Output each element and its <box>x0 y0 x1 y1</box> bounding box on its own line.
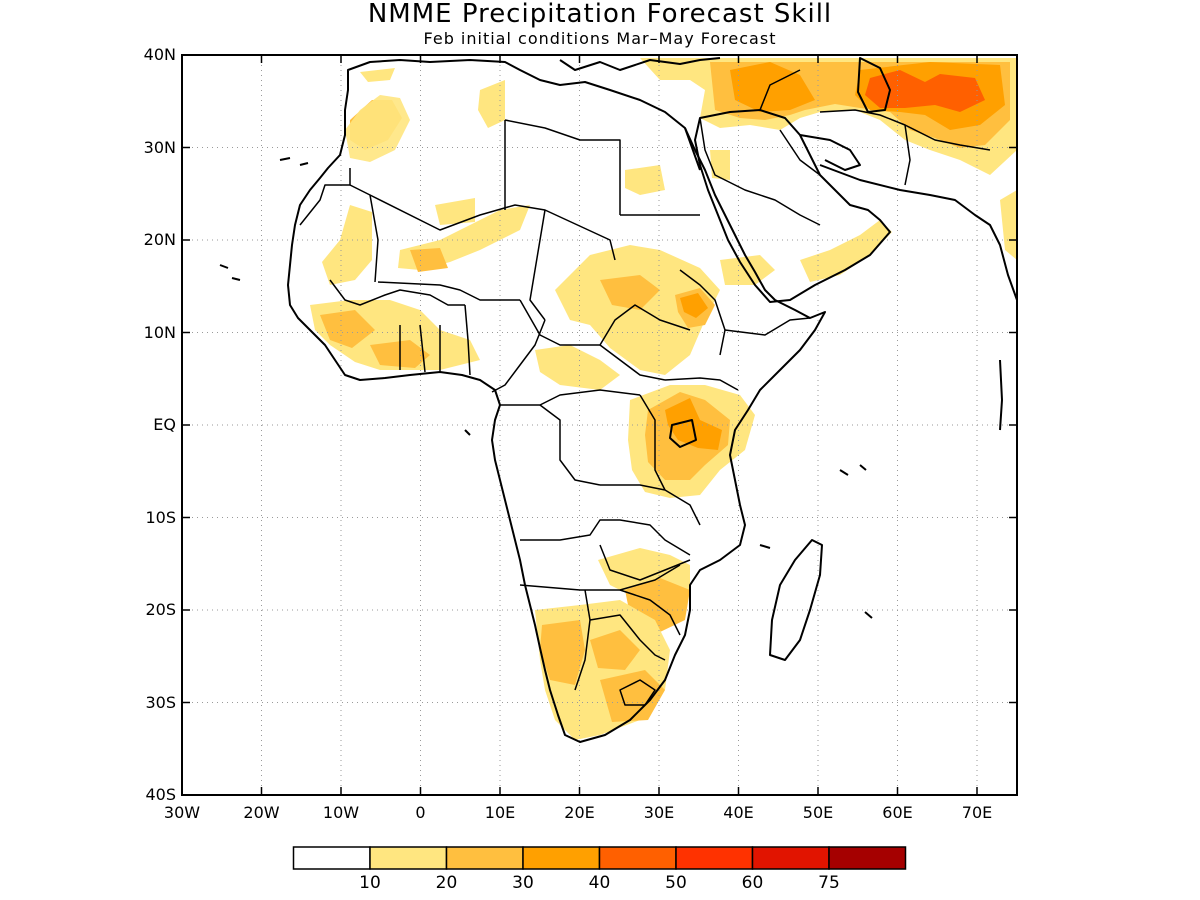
cape-verde <box>219 264 241 281</box>
skill-region-egypt <box>625 165 665 195</box>
persian-gulf <box>799 134 861 171</box>
maldives <box>999 359 1003 431</box>
lat-tick-label: 40N <box>144 45 176 64</box>
red-sea-coast-west <box>684 127 701 171</box>
lon-tick-label: 0 <box>415 803 425 822</box>
country-borders <box>299 69 991 706</box>
longitude-labels: 30W 20W 10W 0 10E 20E 30E 40E 50E 60E 70… <box>164 803 992 822</box>
lat-tick-label: 40S <box>145 785 176 804</box>
map-title: NMME Precipitation Forecast Skill <box>368 0 832 29</box>
lon-tick-label: 10E <box>485 803 515 822</box>
skill-region-chad-sudan <box>555 245 720 375</box>
colorbar-labels: 10 20 30 40 50 60 75 <box>359 873 840 893</box>
skill-region-sa-core <box>590 630 640 670</box>
colorbar-swatch <box>369 846 448 870</box>
skill-region-sahel-west <box>322 205 372 285</box>
lat-tick-label: EQ <box>153 415 176 434</box>
colorbar-swatch <box>522 846 601 870</box>
lat-tick-label: 20N <box>144 230 176 249</box>
skill-region-morocco-edge <box>345 95 410 162</box>
madagascar-coastline <box>769 539 823 661</box>
colorbar-label: 20 <box>436 873 458 893</box>
lat-tick-label: 20S <box>145 600 176 619</box>
lat-tick-label: 30S <box>145 693 176 712</box>
skill-region-oman <box>800 220 892 282</box>
europe-coastline <box>559 57 721 71</box>
comoros <box>759 544 771 549</box>
colorbar-label: 50 <box>665 873 687 893</box>
lon-tick-label: 70E <box>962 803 992 822</box>
colorbar-label: 40 <box>589 873 611 893</box>
skill-region-horn <box>720 255 775 285</box>
map-grid <box>182 55 1017 795</box>
sao-tome <box>464 429 471 436</box>
skill-region-sudan-core <box>600 275 660 310</box>
lon-tick-label: 40E <box>723 803 753 822</box>
skill-region-iran-hot <box>865 70 985 112</box>
lon-tick-label: 50E <box>803 803 833 822</box>
skill-region-libya <box>360 68 395 82</box>
skill-region-saudi <box>710 150 730 180</box>
skill-region-sa-east <box>600 670 665 722</box>
skill-region-namibia-core <box>540 620 585 685</box>
colorbar-label: 75 <box>818 873 840 893</box>
colorbar-swatch <box>675 846 754 870</box>
lon-tick-label: 60E <box>882 803 912 822</box>
lat-tick-label: 10S <box>145 508 176 527</box>
lon-tick-label: 20W <box>243 803 279 822</box>
skill-region-iran-core <box>730 62 815 112</box>
asia-coastline <box>819 164 1018 301</box>
skill-region-niger <box>435 198 475 225</box>
lon-tick-label: 30W <box>164 803 200 822</box>
canary-islands <box>279 157 309 166</box>
seychelles <box>839 464 867 476</box>
coastlines <box>219 57 1018 743</box>
skill-region-sahel-spot <box>410 248 448 272</box>
lat-tick-label: 30N <box>144 138 176 157</box>
colorbar-label: 10 <box>359 873 381 893</box>
map-subtitle: Feb initial conditions Mar–May Forecast <box>424 29 777 48</box>
skill-region-nigeria <box>535 345 620 390</box>
caspian-coastline <box>857 57 891 113</box>
colorbar-swatch <box>445 846 524 870</box>
lake-victoria <box>669 419 697 448</box>
skill-region-algeria-n <box>478 80 505 128</box>
tick-marks <box>181 54 1017 796</box>
skill-region-india-w <box>1000 190 1017 260</box>
mauritius <box>864 611 873 619</box>
lon-tick-label: 20E <box>564 803 594 822</box>
colorbar-label: 60 <box>742 873 764 893</box>
skill-region-ethiopia-hot <box>680 293 708 318</box>
colorbar-swatch <box>751 846 830 870</box>
lon-tick-label: 10W <box>323 803 359 822</box>
colorbar-swatch <box>598 846 677 870</box>
colorbar-label: 30 <box>512 873 534 893</box>
lon-tick-label: 30E <box>644 803 674 822</box>
colorbar <box>292 846 907 870</box>
skill-region-guinea-core <box>320 310 375 348</box>
colorbar-swatch <box>828 846 907 870</box>
africa-coastline <box>287 59 826 743</box>
colorbar-swatch <box>292 846 371 870</box>
lat-tick-label: 10N <box>144 323 176 342</box>
latitude-labels: 40N 30N 20N 10N EQ 10S 20S 30S 40S <box>144 45 176 804</box>
